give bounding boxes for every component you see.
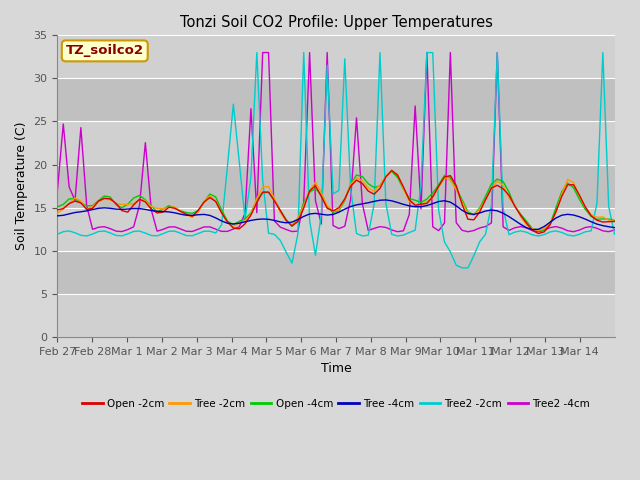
Bar bbox=[58, 208, 614, 251]
Bar bbox=[58, 251, 614, 294]
Bar bbox=[58, 121, 614, 165]
Legend: Open -2cm, Tree -2cm, Open -4cm, Tree -4cm, Tree2 -2cm, Tree2 -4cm: Open -2cm, Tree -2cm, Open -4cm, Tree -4… bbox=[77, 395, 595, 413]
Bar bbox=[58, 78, 614, 121]
Title: Tonzi Soil CO2 Profile: Upper Temperatures: Tonzi Soil CO2 Profile: Upper Temperatur… bbox=[180, 15, 492, 30]
Bar bbox=[58, 165, 614, 208]
Text: TZ_soilco2: TZ_soilco2 bbox=[66, 44, 144, 58]
Bar bbox=[58, 36, 614, 78]
X-axis label: Time: Time bbox=[321, 362, 351, 375]
Bar bbox=[58, 294, 614, 337]
Y-axis label: Soil Temperature (C): Soil Temperature (C) bbox=[15, 122, 28, 251]
